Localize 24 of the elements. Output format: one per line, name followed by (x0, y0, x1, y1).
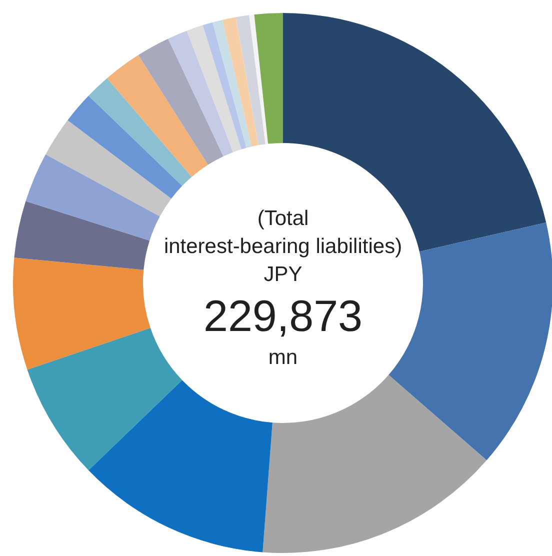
donut-slice (14, 201, 150, 270)
donut-slice (68, 96, 182, 199)
text: (Total (257, 207, 309, 230)
donut-slice (249, 14, 268, 144)
donut-slice (13, 258, 150, 370)
donut-slice (107, 55, 208, 177)
donut-slice (186, 25, 242, 152)
text: mn (268, 346, 298, 369)
donut-slice (138, 38, 224, 165)
donut-slice (46, 120, 172, 216)
donut-slice (168, 30, 234, 156)
donut-slice (202, 22, 246, 150)
donut-slice (212, 20, 252, 148)
donut-slice (254, 13, 283, 144)
donut-slice (88, 380, 272, 552)
donut-slice (27, 328, 182, 470)
donut-slice (88, 78, 192, 186)
text: JPY (264, 263, 302, 286)
text: 229,873 (203, 292, 363, 341)
donut-slice (26, 154, 160, 241)
donut-slice (262, 374, 487, 553)
donut-slice (236, 15, 266, 146)
text: interest-bearing liabilities) (164, 235, 402, 258)
donut-slice (222, 17, 258, 147)
